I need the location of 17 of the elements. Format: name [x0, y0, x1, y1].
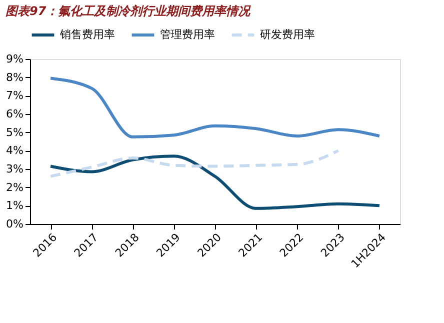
y-tick-label: 1%: [6, 199, 24, 212]
line-series: [49, 76, 381, 138]
y-tick-label: 6%: [6, 108, 24, 120]
y-tick-label: 0%: [6, 218, 24, 230]
legend-label: 销售费用率: [59, 28, 115, 41]
y-tick-label: 9%: [6, 52, 24, 66]
y-tick-label: 3%: [6, 162, 24, 176]
y-tick-label: 8%: [6, 70, 24, 84]
y-tick-label: 4%: [6, 144, 24, 158]
y-tick-label: 2%: [6, 180, 24, 194]
y-tick-label: 5%: [6, 126, 24, 139]
legend-label: 研发费用率: [260, 28, 315, 41]
line-series: [49, 154, 381, 210]
chart-title: 图表97：氟化工及制冷剂行业期间费用率情况: [6, 4, 252, 18]
y-tick-label: 7%: [6, 89, 24, 102]
line-series: [49, 149, 340, 178]
legend-label: 管理费用率: [160, 28, 215, 41]
